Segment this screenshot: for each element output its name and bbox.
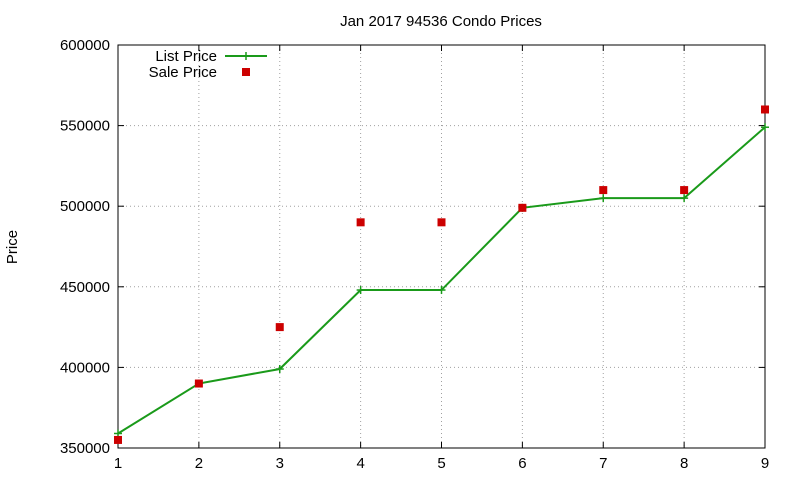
legend: List Price Sale Price	[149, 48, 267, 81]
legend-sale-price-marker	[242, 68, 250, 76]
x-tick-label: 9	[761, 455, 769, 472]
x-tick-label: 8	[680, 455, 688, 472]
list-price-point	[599, 194, 608, 203]
y-tick-label: 450000	[60, 279, 110, 296]
x-tick-label: 6	[518, 455, 526, 472]
legend-cross	[242, 52, 250, 60]
x-tick-label: 4	[356, 455, 364, 472]
list-price-point	[680, 194, 689, 203]
list-price-point	[437, 286, 446, 295]
sale-price-point	[437, 218, 446, 227]
y-tick-label: 500000	[60, 198, 110, 215]
x-tick-label: 1	[114, 455, 122, 472]
x-tick-label: 3	[276, 455, 284, 472]
sale-price-point	[114, 435, 122, 444]
legend-list-price-label: List Price	[155, 48, 217, 65]
sale-price-point	[275, 323, 284, 332]
sale-price-point	[356, 218, 365, 227]
legend-list-price-marker	[242, 52, 250, 60]
series	[114, 105, 769, 444]
x-ticks: 1 2 3 4 5 6 7 8 9	[114, 45, 769, 472]
x-tick-label: 5	[437, 455, 445, 472]
chart-title: Jan 2017 94536 Condo Prices	[340, 13, 542, 30]
sale-price-point	[518, 203, 527, 212]
y-tick-label: 550000	[60, 118, 110, 135]
legend-sale-price-label: Sale Price	[149, 64, 217, 81]
sale-price-point	[194, 379, 203, 388]
sale-price-point	[680, 186, 689, 195]
grid	[118, 45, 765, 448]
y-tick-label: 600000	[60, 37, 110, 54]
y-tick-label: 400000	[60, 359, 110, 376]
sale-price-point	[599, 186, 608, 195]
y-axis-label: Price	[4, 230, 21, 264]
list-price-point	[761, 123, 769, 132]
x-tick-label: 2	[195, 455, 203, 472]
sale-price-point	[761, 105, 769, 114]
list-price-point	[356, 286, 365, 295]
x-tick-label: 7	[599, 455, 607, 472]
y-ticks: 350000 400000 450000 500000 550000 600000	[60, 37, 765, 457]
list-price-point	[275, 365, 284, 374]
y-tick-label: 350000	[60, 440, 110, 457]
